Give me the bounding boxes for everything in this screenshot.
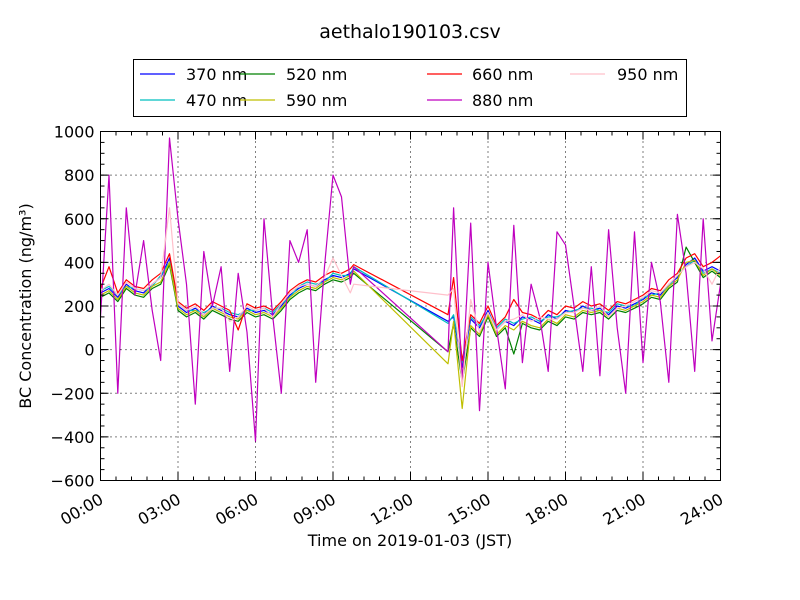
series-line-880nm — [99, 137, 722, 442]
legend-box — [133, 59, 687, 117]
legend-label: 470 nm — [186, 91, 247, 110]
x-axis-label: Time on 2019-01-03 (JST) — [307, 531, 512, 550]
chart-title: aethalo190103.csv — [319, 21, 501, 43]
y-tick-label: 800 — [64, 166, 95, 185]
y-tick-label: −600 — [51, 472, 95, 491]
legend-label: 520 nm — [286, 65, 347, 84]
grid-lines — [100, 131, 721, 481]
y-tick-label: −200 — [51, 384, 95, 403]
y-axis-label: BC Concentration (ng/m³) — [16, 203, 35, 408]
legend-label: 660 nm — [472, 65, 533, 84]
legend: 370 nm 470 nm 520 nm 590 nm 660 nm 880 nm 950 … — [133, 59, 687, 117]
series-lines — [99, 137, 722, 442]
legend-label: 370 nm — [186, 65, 247, 84]
y-tick-label: 1000 — [54, 123, 95, 142]
legend-label: 950 nm — [617, 65, 678, 84]
legend-label: 880 nm — [472, 91, 533, 110]
y-tick-label: 0 — [84, 341, 94, 360]
y-tick-label: 600 — [64, 210, 95, 229]
y-tick-label: 200 — [64, 297, 95, 316]
legend-label: 590 nm — [286, 91, 347, 110]
series-line-950nm — [100, 207, 722, 388]
y-tick-label: 400 — [64, 253, 95, 272]
y-tick-label: −400 — [51, 428, 95, 447]
